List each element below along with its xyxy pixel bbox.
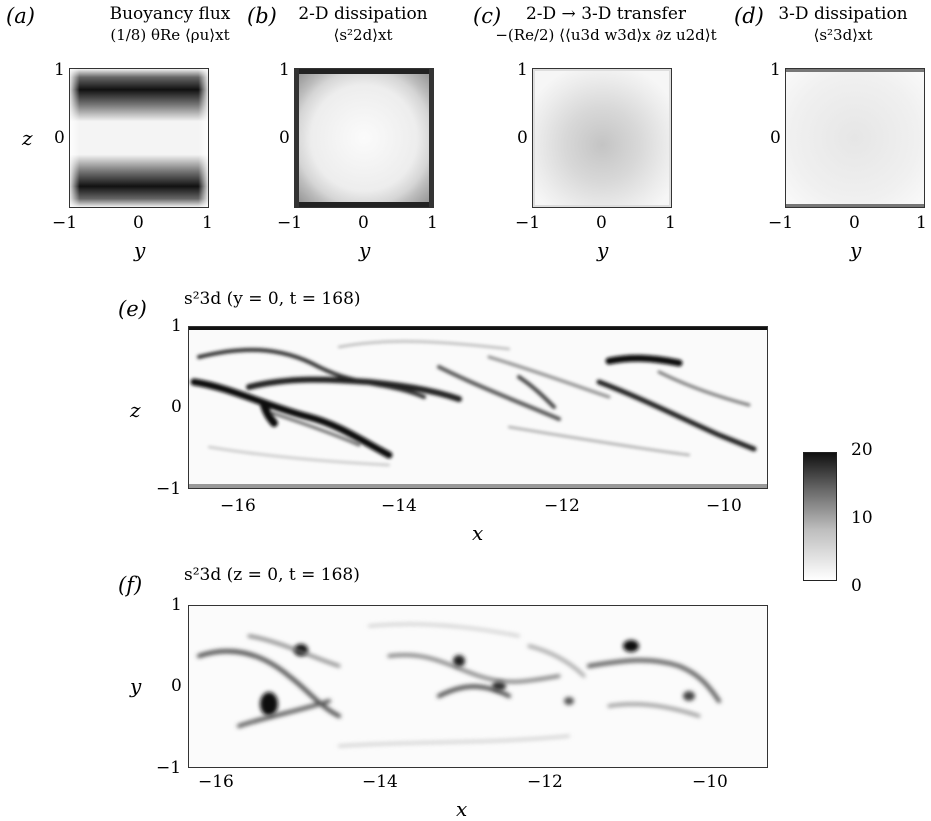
colorbar-tick-10: 10 [851,508,873,528]
panel-a-tag: (a) [6,4,35,28]
panel-b-title: 2-D dissipation ⟨s²2d⟩xt [268,4,458,44]
panel-c-ytick-0: 0 [517,128,528,148]
panel-a-xtick-neg1: −1 [52,213,78,233]
panel-e-xtick-neg16: −16 [220,496,256,516]
panel-d-heatmap [785,68,925,208]
colorbar [803,452,837,581]
panel-b-title-line2: ⟨s²2d⟩xt [333,26,393,44]
panel-f-tag: (f) [118,573,143,597]
panel-c-xtick-1: 1 [665,213,676,233]
panel-f-xtick-neg10: −10 [692,772,728,792]
panel-e-ytick-0: 0 [171,397,182,417]
panel-d-xtick-0: 0 [849,213,860,233]
panel-f-xtick-neg14: −14 [362,772,398,792]
panel-a-heatmap [69,68,209,208]
panel-b-title-line1: 2-D dissipation [298,4,428,24]
panel-f-ytick-neg1: −1 [156,758,182,778]
panel-a-ytick-0: 0 [54,128,65,148]
panel-d-ytick-1: 1 [770,60,781,80]
panel-c-title: 2-D → 3-D transfer −(Re/2) ⟨⟨u3d w3d⟩x ∂… [486,4,726,44]
panel-a-title-line1: Buoyancy flux [109,4,231,24]
panel-b-xtick-neg1: −1 [277,213,303,233]
colorbar-tick-20: 20 [851,440,873,460]
panel-c-xtick-neg1: −1 [515,213,541,233]
panel-a-title-line2: (1/8) θRe ⟨ρu⟩xt [110,26,230,44]
panel-a-ylabel: z [22,126,33,150]
panel-c-tag: (c) [473,4,502,28]
panel-a-xtick-1: 1 [202,213,213,233]
panel-c-heatmap [532,68,672,208]
panel-e-field [188,326,768,489]
panel-f-xlabel: x [456,797,468,821]
panel-e-xtick-neg14: −14 [381,496,417,516]
panel-d-title-line1: 3-D dissipation [778,4,908,24]
panel-d-title-line2: ⟨s²3d⟩xt [813,26,873,44]
panel-a-title: Buoyancy flux (1/8) θRe ⟨ρu⟩xt [70,4,270,44]
panel-e-xlabel: x [472,521,484,545]
panel-c-title-line2: −(Re/2) ⟨⟨u3d w3d⟩x ∂z u2d⟩t [495,26,717,44]
panel-a-ytick-1: 1 [54,60,65,80]
panel-e-tag: (e) [118,297,147,321]
panel-d-title: 3-D dissipation ⟨s²3d⟩xt [763,4,923,44]
panel-b-tag: (b) [247,4,277,28]
panel-c-ytick-1: 1 [517,60,528,80]
panel-b-xtick-1: 1 [427,213,438,233]
panel-b-ytick-0: 0 [279,128,290,148]
panel-e-ylabel: z [130,398,141,422]
panel-f-field [188,605,768,768]
panel-f-ytick-1: 1 [171,595,182,615]
panel-f-title: s²3d (z = 0, t = 168) [184,565,360,585]
panel-d-xtick-neg1: −1 [768,213,794,233]
panel-c-xlabel: y [597,238,609,262]
panel-c-xtick-0: 0 [596,213,607,233]
panel-f-ytick-0: 0 [171,676,182,696]
panel-e-title: s²3d (y = 0, t = 168) [184,289,361,309]
panel-b-xtick-0: 0 [358,213,369,233]
panel-c-title-line1: 2-D → 3-D transfer [525,4,687,24]
panel-f-xtick-neg16: −16 [198,772,234,792]
panel-b-heatmap [294,68,434,208]
panel-e-xtick-neg10: −10 [706,496,742,516]
panel-e-ytick-1: 1 [171,316,182,336]
panel-e-ytick-neg1: −1 [156,479,182,499]
panel-d-tag: (d) [734,4,764,28]
panel-f-xtick-neg12: −12 [527,772,563,792]
panel-d-xlabel: y [850,238,862,262]
panel-a-xtick-0: 0 [133,213,144,233]
panel-b-ytick-1: 1 [279,60,290,80]
panel-e-xtick-neg12: −12 [544,496,580,516]
panel-f-ylabel: y [130,674,142,698]
panel-d-ytick-0: 0 [770,128,781,148]
panel-a-xlabel: y [134,238,146,262]
colorbar-tick-0: 0 [851,576,862,596]
panel-b-xlabel: y [359,238,371,262]
panel-d-xtick-1: 1 [916,213,927,233]
